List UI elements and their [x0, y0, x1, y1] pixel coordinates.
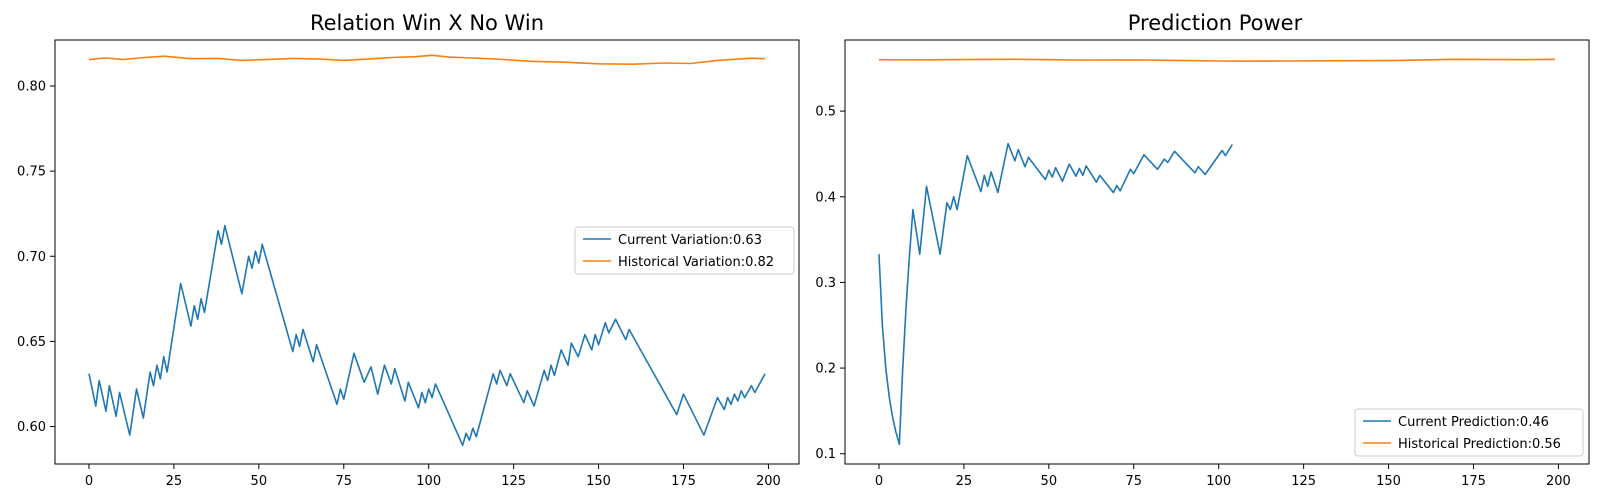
- x-tick-label-left-0: 0: [85, 474, 93, 489]
- y-axis-right: 0.1 0.2 0.3 0.4 0.5: [815, 105, 845, 462]
- legend-right: Current Prediction:0.46 Historical Predi…: [1354, 408, 1584, 457]
- x-tick-label-left-125: 125: [501, 474, 526, 489]
- y-tick-label-right-0: 0.1: [815, 447, 836, 462]
- x-tick-label-left-50: 50: [251, 474, 268, 489]
- series-line-historical-prediction: [878, 58, 1556, 62]
- x-tick-label-right-125: 125: [1291, 474, 1316, 489]
- chart-left: Relation Win X No Win 0 25 50 75 100 125 150 17…: [17, 11, 800, 489]
- x-tick-label-right-100: 100: [1206, 474, 1231, 489]
- y-tick-label-left-4: 0.80: [17, 79, 46, 94]
- legend-frame-left: [574, 226, 795, 275]
- y-tick-label-right-2: 0.3: [815, 276, 836, 291]
- x-tick-label-left-25: 25: [166, 474, 183, 489]
- y-axis-left: 0.60 0.65 0.70 0.75 0.80: [17, 79, 55, 435]
- chart-right: Prediction Power 0 25 50 75 100 125 150 175 200 …: [815, 11, 1590, 489]
- x-tick-label-right-0: 0: [875, 474, 883, 489]
- x-tick-label-left-100: 100: [416, 474, 441, 489]
- legend-label-historical-variation: Historical Variation:0.82: [618, 255, 774, 270]
- x-tick-label-right-175: 175: [1461, 474, 1486, 489]
- x-tick-label-left-175: 175: [671, 474, 696, 489]
- y-tick-label-left-3: 0.75: [17, 165, 46, 180]
- legend-label-historical-prediction: Historical Prediction:0.56: [1398, 437, 1561, 452]
- x-tick-label-left-75: 75: [335, 474, 352, 489]
- x-tick-label-right-25: 25: [956, 474, 973, 489]
- x-axis-right: 0 25 50 75 100 125 150 175 200: [875, 464, 1571, 489]
- plot-frame-left: [54, 39, 800, 465]
- chart-title-left: Relation Win X No Win: [310, 11, 544, 35]
- plot-frame-right: [844, 39, 1590, 465]
- legend-left: Current Variation:0.63 Historical Variat…: [574, 226, 795, 275]
- legend-frame-right: [1354, 408, 1584, 457]
- y-tick-label-left-2: 0.70: [17, 250, 46, 265]
- y-tick-label-right-3: 0.4: [815, 190, 836, 205]
- x-tick-label-right-150: 150: [1376, 474, 1401, 489]
- series-line-historical-variation: [88, 54, 766, 65]
- x-tick-label-right-200: 200: [1546, 474, 1571, 489]
- series-layer-right: [878, 58, 1556, 446]
- series-line-current-prediction: [878, 142, 1233, 446]
- y-tick-label-left-1: 0.65: [17, 335, 46, 350]
- legend-label-current-prediction: Current Prediction:0.46: [1398, 415, 1549, 430]
- y-tick-label-right-4: 0.5: [815, 105, 836, 120]
- x-tick-label-left-150: 150: [586, 474, 611, 489]
- y-tick-label-right-1: 0.2: [815, 362, 836, 377]
- series-layer-left: [88, 54, 766, 447]
- x-tick-label-left-200: 200: [756, 474, 781, 489]
- x-tick-label-right-75: 75: [1125, 474, 1142, 489]
- y-tick-label-left-0: 0.60: [17, 420, 46, 435]
- legend-label-current-variation: Current Variation:0.63: [618, 233, 762, 248]
- series-line-current-variation: [88, 224, 766, 447]
- x-axis-left: 0 25 50 75 100 125 150 175 200: [85, 464, 781, 489]
- chart-title-right: Prediction Power: [1128, 11, 1303, 35]
- x-tick-label-right-50: 50: [1041, 474, 1058, 489]
